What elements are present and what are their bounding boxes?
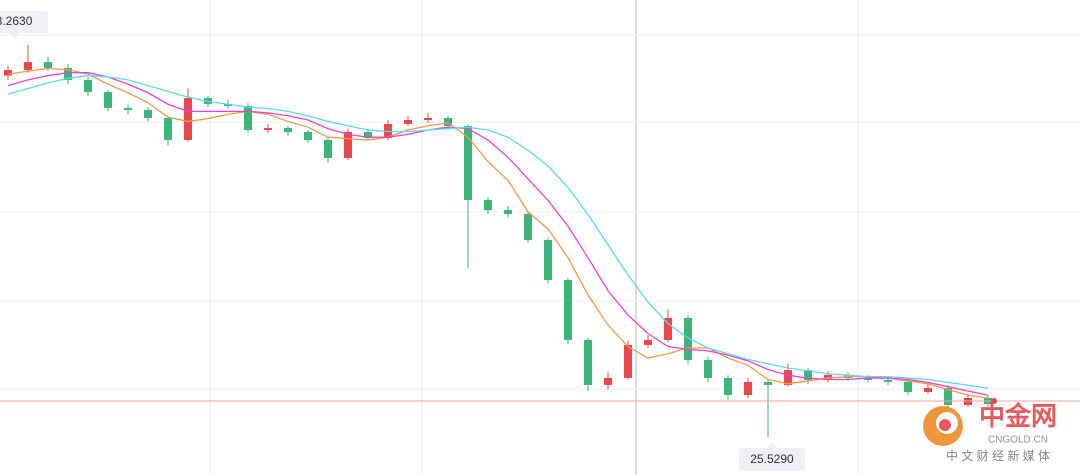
candle-body — [524, 214, 532, 241]
candle-body — [124, 107, 132, 110]
candle-body — [724, 377, 732, 395]
candle-body — [564, 280, 572, 340]
ma-line — [7, 67, 989, 399]
marks — [0, 45, 1080, 438]
candle-body — [904, 381, 912, 392]
candle-body — [804, 370, 812, 380]
max-label: 28.2630 — [0, 14, 33, 28]
candle-body — [644, 339, 652, 345]
candle-body — [84, 80, 92, 93]
max-label-pointer — [10, 33, 20, 39]
candle-body — [704, 360, 712, 378]
candle-body — [64, 67, 72, 81]
candle-body — [444, 117, 452, 127]
candle-body — [364, 132, 372, 139]
candle-body — [624, 344, 632, 378]
candle-body — [344, 132, 352, 158]
candle-body — [4, 69, 12, 76]
candle-body — [284, 128, 292, 133]
candle-body — [464, 126, 472, 201]
candle-body — [184, 98, 192, 140]
max-callout: 28.2630 — [0, 11, 48, 39]
candle-body — [864, 377, 872, 380]
candle-body — [764, 381, 772, 385]
watermark: 中金网 CNGOLD.CN 中 文 财 经 新 媒 体 — [923, 401, 1057, 463]
candle-body — [604, 377, 612, 385]
candle-body — [584, 339, 592, 385]
watermark-slogan: 中 文 财 经 新 媒 体 — [946, 448, 1050, 463]
candle-body — [664, 318, 672, 340]
ma-line — [7, 74, 989, 389]
min-label-pointer — [767, 442, 777, 448]
max-label-box — [0, 11, 48, 33]
candle-body — [544, 240, 552, 281]
candle-body — [164, 117, 172, 140]
candle-body — [424, 117, 432, 121]
min-label-box — [739, 448, 805, 471]
candle-body — [504, 210, 512, 215]
candle-body — [484, 200, 492, 211]
candle-body — [244, 105, 252, 131]
watermark-brand: 中金网 — [979, 401, 1057, 431]
candle-body — [224, 103, 232, 106]
min-label: 25.5290 — [750, 452, 794, 466]
candle-body — [944, 387, 952, 406]
candle-body — [884, 379, 892, 382]
candle-body — [24, 62, 32, 70]
min-callout: 25.5290 — [739, 442, 805, 471]
candle-body — [784, 370, 792, 385]
ma-line — [7, 72, 989, 396]
watermark-domain: CNGOLD.CN — [988, 435, 1048, 446]
candle-body — [44, 62, 52, 68]
candle-body — [404, 120, 412, 125]
logo-core — [939, 419, 951, 431]
candle-body — [304, 132, 312, 140]
current-price-dot — [991, 398, 997, 405]
candle-body — [324, 139, 332, 158]
overlay: 28.2630 25.5290 中金网 CNGOLD.CN 中 文 财 经 新 … — [0, 11, 1057, 471]
candle-body — [684, 318, 692, 361]
candle-body — [104, 92, 112, 108]
candle-body — [144, 109, 152, 118]
candle-body — [964, 398, 972, 406]
candle-body — [744, 381, 752, 395]
candle-body — [264, 128, 272, 131]
candle-body — [924, 387, 932, 392]
